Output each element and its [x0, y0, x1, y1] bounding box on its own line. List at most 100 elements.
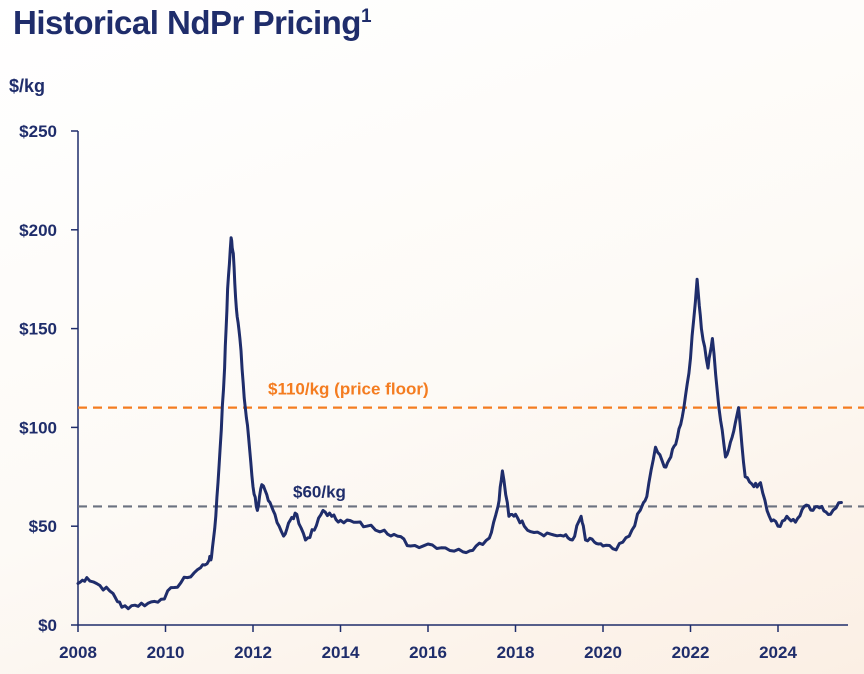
x-tick-label: 2024 — [759, 643, 797, 662]
data-point — [383, 529, 385, 531]
data-point — [676, 436, 678, 438]
data-point — [352, 521, 354, 523]
y-tick-label: $100 — [19, 418, 57, 437]
data-point — [501, 470, 503, 472]
data-point — [602, 545, 604, 547]
data-point — [274, 513, 276, 515]
data-point — [173, 586, 175, 588]
data-point — [744, 476, 746, 478]
series-line-0 — [76, 236, 843, 611]
data-point — [821, 505, 823, 507]
data-point — [475, 545, 477, 547]
data-point — [223, 367, 225, 369]
data-point — [243, 397, 245, 399]
data-point — [683, 406, 685, 408]
data-point — [628, 535, 630, 537]
data-point — [219, 446, 221, 448]
data-point — [707, 367, 709, 369]
y-axis-unit-label: $/kg — [9, 76, 46, 96]
data-point — [514, 513, 516, 515]
data-point — [786, 515, 788, 517]
x-tick-label: 2022 — [672, 643, 710, 662]
data-point — [497, 505, 499, 507]
data-point — [235, 308, 237, 310]
data-point — [261, 484, 263, 486]
data-point — [840, 501, 842, 503]
data-point — [711, 337, 713, 339]
data-point — [331, 515, 333, 517]
data-point — [759, 482, 761, 484]
chart-axes: $0 $50 $100 $150 $200 $250 2008 2010 2012 2014 201… — [19, 122, 848, 662]
data-point — [147, 602, 149, 604]
data-point — [523, 525, 525, 527]
data-point — [580, 515, 582, 517]
plot-area — [76, 236, 843, 611]
data-point — [488, 537, 490, 539]
data-point — [256, 509, 258, 511]
data-point — [210, 557, 212, 559]
data-point — [99, 584, 101, 586]
x-tick-label: 2014 — [322, 643, 360, 662]
data-point — [339, 519, 341, 521]
data-point — [724, 456, 726, 458]
data-point — [737, 406, 739, 408]
data-point — [267, 499, 269, 501]
data-point — [593, 541, 595, 543]
data-point — [208, 559, 210, 561]
data-point — [112, 592, 114, 594]
data-point — [215, 515, 217, 517]
data-point — [232, 252, 234, 254]
data-point — [689, 357, 691, 359]
data-point — [427, 543, 429, 545]
data-point — [615, 549, 617, 551]
reference-line-label-110: $110/kg (price floor) — [268, 380, 429, 399]
reference-lines: $110/kg (price floor) $60/kg — [78, 380, 864, 508]
data-point — [718, 406, 720, 408]
data-point — [77, 582, 79, 584]
data-point — [199, 566, 201, 568]
data-point — [549, 533, 551, 535]
data-point — [313, 529, 315, 531]
y-tick-label: $0 — [38, 616, 57, 635]
data-point — [812, 509, 814, 511]
data-point — [646, 495, 648, 497]
data-point — [508, 515, 510, 517]
data-point — [794, 521, 796, 523]
data-point — [571, 539, 573, 541]
data-point — [562, 535, 564, 537]
data-point — [239, 337, 241, 339]
data-point — [696, 278, 698, 280]
data-point — [777, 525, 779, 527]
x-tick-label: 2018 — [497, 643, 535, 662]
data-point — [230, 237, 232, 239]
data-point — [654, 446, 656, 448]
data-point — [462, 551, 464, 553]
x-tick-label: 2012 — [234, 643, 272, 662]
x-tick-label: 2008 — [59, 643, 97, 662]
y-tick-label: $50 — [29, 517, 57, 536]
reference-line-label-60: $60/kg — [293, 482, 346, 501]
data-point — [731, 436, 733, 438]
data-point — [296, 513, 298, 515]
data-point — [444, 547, 446, 549]
data-point — [584, 539, 586, 541]
data-point — [639, 509, 641, 511]
data-point — [134, 604, 136, 606]
title-footnote-marker: 1 — [360, 6, 372, 27]
data-point — [160, 598, 162, 600]
data-point — [768, 515, 770, 517]
data-point — [252, 485, 254, 487]
data-point — [322, 509, 324, 511]
data-point — [86, 576, 88, 578]
data-point — [396, 535, 398, 537]
data-point — [753, 485, 755, 487]
data-point — [536, 531, 538, 533]
y-tick-label: $250 — [19, 122, 57, 141]
y-tick-label: $150 — [19, 320, 57, 339]
data-point — [670, 456, 672, 458]
chart-title: Historical NdPr Pricing1 — [13, 4, 372, 41]
data-point — [226, 288, 228, 290]
data-point — [700, 327, 702, 329]
x-tick-label: 2010 — [147, 643, 185, 662]
